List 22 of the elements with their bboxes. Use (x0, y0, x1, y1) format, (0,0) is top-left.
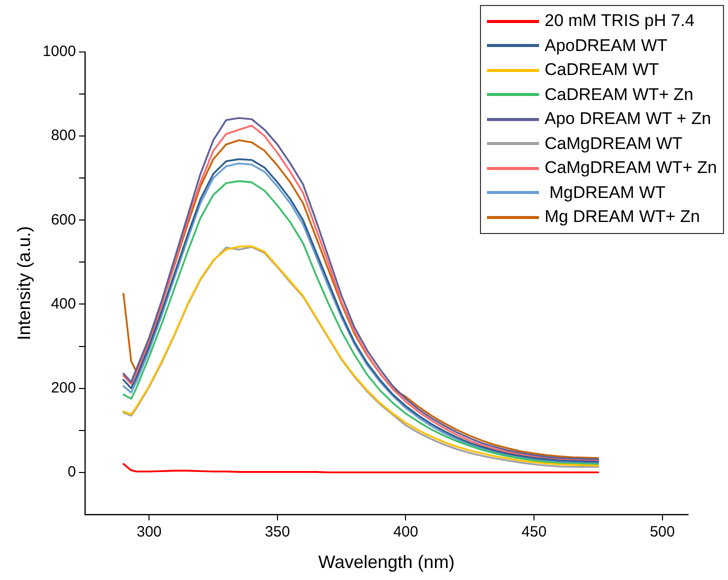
x-tick-label: 450 (522, 524, 547, 541)
y-tick-label: 0 (68, 464, 76, 481)
x-tick-label: 350 (264, 524, 290, 541)
y-tick-label: 800 (50, 127, 76, 144)
x-tick-label: 400 (393, 524, 418, 541)
x-tick-label: 500 (650, 524, 675, 541)
y-tick-label: 600 (50, 211, 76, 228)
legend-label: ApoDREAM WT (544, 34, 668, 56)
x-axis-title: Wavelength (nm) (318, 552, 455, 572)
legend-label: CaMgDREAM WT (544, 132, 683, 154)
legend-label: Apo DREAM WT + Zn (544, 108, 712, 130)
y-axis-title: Intensity (a.u.) (14, 226, 34, 340)
legend-label: CaDREAM WT (544, 59, 659, 81)
legend-label: 20 mM TRIS pH 7.4 (544, 10, 695, 32)
y-tick-label: 200 (50, 379, 76, 396)
legend-label: Mg DREAM WT+ Zn (544, 206, 700, 228)
legend-label: CaDREAM WT+ Zn (544, 84, 694, 106)
y-tick-label: 1000 (42, 43, 76, 60)
x-tick-label: 300 (136, 524, 162, 541)
y-tick-label: 400 (50, 295, 76, 312)
legend-label: MgDREAM WT (548, 182, 666, 204)
legend-label: CaMgDREAM WT+ Zn (544, 157, 717, 179)
